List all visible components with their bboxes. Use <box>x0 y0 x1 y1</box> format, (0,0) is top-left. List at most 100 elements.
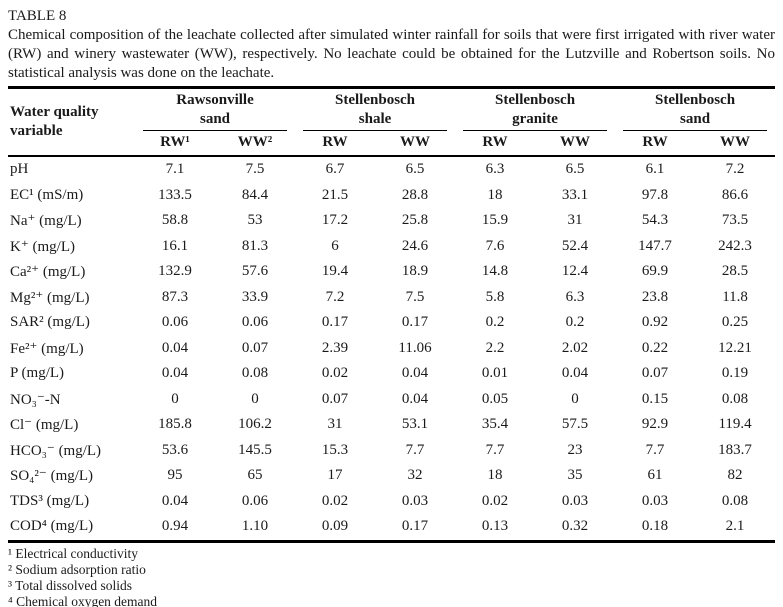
value-cell: 11.8 <box>722 288 748 305</box>
variable-label: COD⁴ (mg/L) <box>10 518 94 535</box>
value-cell: 0.02 <box>481 492 509 509</box>
group-name-line: Rawsonville <box>176 92 254 108</box>
value-cell: 0.17 <box>401 518 429 535</box>
value-cell: 6.7 <box>325 161 345 178</box>
value-cell: 97.8 <box>641 186 669 203</box>
value-cell: 23.8 <box>641 288 669 305</box>
table-row-na: Na⁺ (mg/L) 58.8 53 17.2 25.8 15.9 31 54.3 73.5 <box>8 208 775 234</box>
value-cell: 132.9 <box>158 263 192 280</box>
footnote: ¹ Electrical conductivity <box>8 545 138 561</box>
column-header-rw: RW <box>295 131 376 157</box>
value-cell: 86.6 <box>721 186 749 203</box>
value-cell: 21.5 <box>321 186 349 203</box>
soil-group-header-rawsonville-sand: Rawsonville sand <box>135 88 295 131</box>
value-cell: 106.2 <box>238 416 272 433</box>
table-row-p: P (mg/L) 0.04 0.08 0.02 0.04 0.01 0.04 0.07 0.19 <box>8 361 775 387</box>
value-cell: 7.6 <box>485 237 505 254</box>
value-cell: 53.6 <box>161 441 189 458</box>
variable-label: SAR² (mg/L) <box>10 314 90 331</box>
value-cell: 6 <box>331 237 339 254</box>
value-cell: 0 <box>571 390 579 407</box>
value-cell: 185.8 <box>158 416 192 433</box>
value-cell: 0.09 <box>321 518 349 535</box>
value-cell: 12.21 <box>718 339 752 356</box>
column-header-ww: WW <box>695 131 776 157</box>
variable-label: Ca²⁺ (mg/L) <box>10 264 86 281</box>
table-row-cl: Cl⁻ (mg/L) 185.8 106.2 31 53.1 35.4 57.5 92.9 11… <box>8 412 775 438</box>
value-cell: 2.2 <box>485 339 505 356</box>
table-row-hco3: HCO₃⁻ (mg/L) 53.6 145.5 15.3 7.7 7.7 23 7.7 183.… <box>8 438 775 464</box>
table-label: TABLE 8 <box>8 8 67 24</box>
value-cell: 32 <box>407 467 423 484</box>
column-header-rw: RW <box>615 131 696 157</box>
value-cell: 54.3 <box>641 212 669 229</box>
value-cell: 0.32 <box>561 518 589 535</box>
value-cell: 11.06 <box>398 339 432 356</box>
variable-label: Fe²⁺ (mg/L) <box>10 340 84 357</box>
group-name-line: shale <box>358 111 392 127</box>
table-row-fe: Fe²⁺ (mg/L) 0.04 0.07 2.39 11.06 2.2 2.02 0.22 1… <box>8 336 775 362</box>
value-cell: 0.19 <box>721 365 749 382</box>
value-cell: 7.7 <box>405 441 425 458</box>
value-cell: 35.4 <box>481 416 509 433</box>
value-cell: 14.8 <box>481 263 509 280</box>
value-cell: 0.92 <box>641 314 669 331</box>
value-cell: 7.2 <box>725 161 745 178</box>
value-cell: 119.4 <box>718 416 752 433</box>
value-cell: 92.9 <box>641 416 669 433</box>
table-caption: Chemical composition of the leachate col… <box>8 27 775 81</box>
column-header-ww: WW² <box>215 131 296 157</box>
value-cell: 0.04 <box>161 492 189 509</box>
variable-label: pH <box>10 161 29 178</box>
column-header-rw: RW <box>455 131 536 157</box>
variable-label: Na⁺ (mg/L) <box>10 213 82 230</box>
group-header-row: Water quality variable Rawsonville sand … <box>8 87 775 157</box>
variable-label: HCO₃⁻ (mg/L) <box>10 442 102 459</box>
value-cell: 7.7 <box>645 441 665 458</box>
variable-label: SO₄²⁻ (mg/L) <box>10 468 94 485</box>
value-cell: 0.04 <box>161 365 189 382</box>
value-cell: 18.9 <box>401 263 429 280</box>
value-cell: 0.07 <box>641 365 669 382</box>
value-cell: 0.04 <box>401 365 429 382</box>
value-cell: 73.5 <box>721 212 749 229</box>
value-cell: 18 <box>487 186 503 203</box>
value-cell: 31 <box>327 416 343 433</box>
value-cell: 81.3 <box>241 237 269 254</box>
value-cell: 0.22 <box>641 339 669 356</box>
value-cell: 133.5 <box>158 186 192 203</box>
value-cell: 25.8 <box>401 212 429 229</box>
value-cell: 0.25 <box>721 314 749 331</box>
table-row-cod: COD⁴ (mg/L) 0.94 1.10 0.09 0.17 0.13 0.32 0.18 2… <box>8 514 775 541</box>
value-cell: 87.3 <box>161 288 189 305</box>
table-row-no3: NO₃⁻-N 0 0 0.07 0.04 0.05 0 0.15 0.08 <box>8 387 775 413</box>
variable-label: Mg²⁺ (mg/L) <box>10 289 90 306</box>
column-header-ww: WW <box>375 131 456 157</box>
value-cell: 53 <box>247 212 263 229</box>
value-cell: 15.9 <box>481 212 509 229</box>
value-cell: 0.94 <box>161 518 189 535</box>
value-cell: 57.6 <box>241 263 269 280</box>
value-cell: 0.04 <box>561 365 589 382</box>
value-cell: 6.5 <box>405 161 425 178</box>
value-cell: 0.05 <box>481 390 509 407</box>
table-row-ca: Ca²⁺ (mg/L) 132.9 57.6 19.4 18.9 14.8 12.4 69.9… <box>8 259 775 285</box>
variable-column-header: Water quality variable <box>8 87 135 157</box>
value-cell: 0.07 <box>241 339 269 356</box>
value-cell: 2.1 <box>725 518 745 535</box>
value-cell: 28.8 <box>401 186 429 203</box>
value-cell: 0.2 <box>485 314 505 331</box>
variable-label: EC¹ (mS/m) <box>10 186 84 203</box>
value-cell: 2.39 <box>321 339 349 356</box>
water-source-header-row: RW¹ WW² RW WW RW WW RW WW <box>8 131 776 157</box>
value-cell: 0.17 <box>321 314 349 331</box>
value-cell: 145.5 <box>238 441 272 458</box>
value-cell: 53.1 <box>401 416 429 433</box>
variable-label: K⁺ (mg/L) <box>10 238 75 255</box>
footnotes-block: ¹ Electrical conductivity ² Sodium adsor… <box>8 546 775 607</box>
value-cell: 28.5 <box>721 263 749 280</box>
value-cell: 23 <box>567 441 583 458</box>
table-row-ec: EC¹ (mS/m) 133.5 84.4 21.5 28.8 18 33.1 97.8 86.… <box>8 183 775 209</box>
value-cell: 82 <box>727 467 743 484</box>
